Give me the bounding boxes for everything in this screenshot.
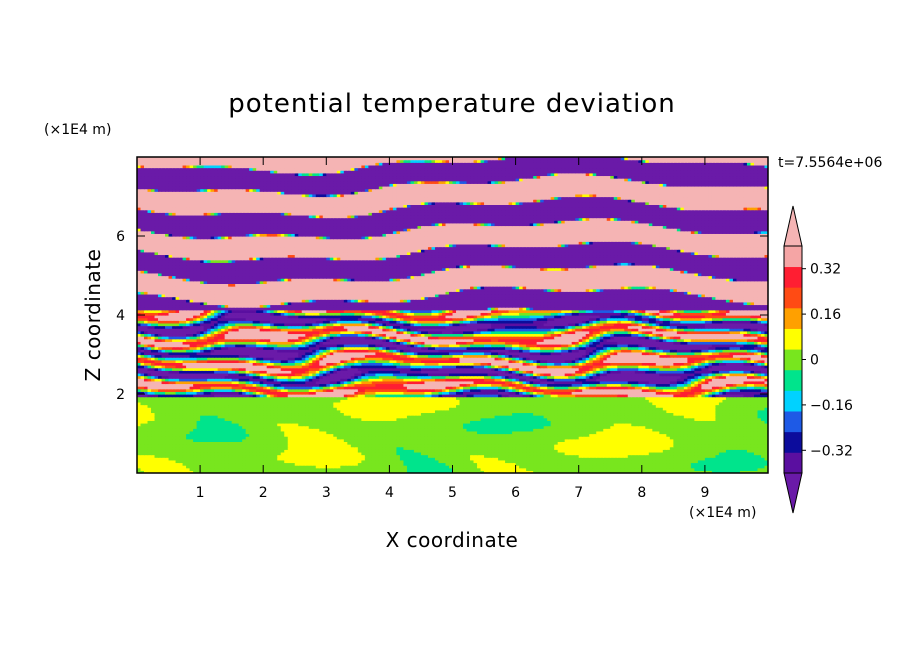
time-label: t=7.5564e+06 — [778, 155, 882, 171]
chart-title: potential temperature deviation — [228, 89, 675, 119]
contour-field — [137, 157, 769, 474]
z-axis-unit: (×1E4 m) — [44, 122, 111, 138]
